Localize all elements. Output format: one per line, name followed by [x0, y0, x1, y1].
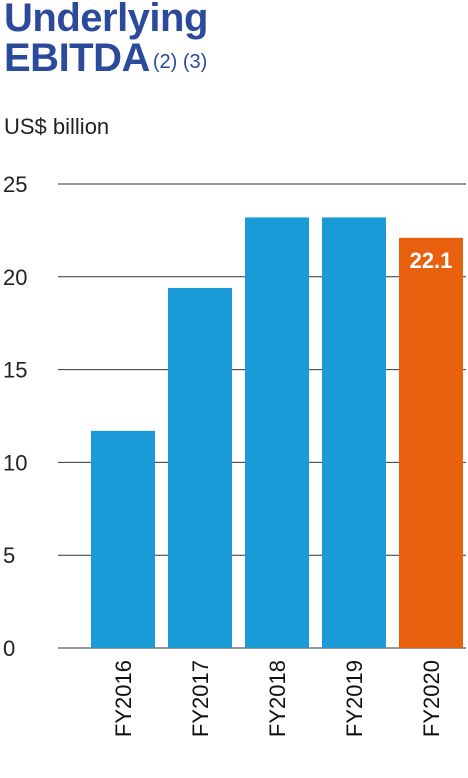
data-label: 22.1: [410, 248, 453, 273]
title-footnotes: (2) (3): [152, 51, 208, 73]
bar: [399, 237, 463, 648]
x-category-label: FY2019: [342, 660, 367, 737]
y-tick-label: 25: [3, 172, 27, 197]
bar: [168, 287, 232, 648]
y-tick-label: 20: [3, 265, 27, 290]
title-line-2: EBITDA: [4, 36, 150, 80]
title-line-1: Underlying: [4, 0, 208, 40]
bar: [245, 217, 309, 648]
bar: [322, 217, 386, 648]
y-tick-label: 5: [3, 543, 15, 568]
y-tick-label: 10: [3, 450, 27, 475]
x-category-label: FY2020: [419, 660, 444, 737]
x-category-label: FY2017: [188, 660, 213, 737]
x-category-label: FY2016: [111, 660, 136, 737]
y-tick-label: 0: [3, 636, 15, 661]
chart-title: Underlying EBITDA (2) (3): [4, 0, 208, 78]
y-tick-label: 15: [3, 358, 27, 383]
y-axis-unit-label: US$ billion: [4, 114, 110, 139]
title-line-2-wrap: EBITDA (2) (3): [4, 38, 208, 78]
x-category-label: FY2018: [265, 660, 290, 737]
bar: [91, 430, 155, 648]
